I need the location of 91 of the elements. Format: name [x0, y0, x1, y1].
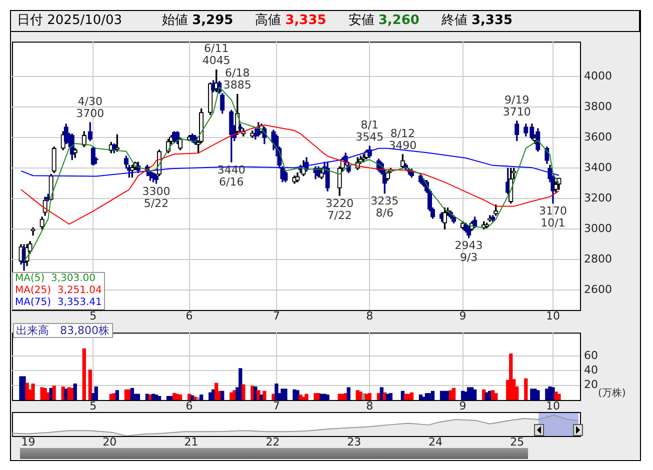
bar	[298, 394, 302, 400]
bar	[22, 376, 26, 400]
bar	[524, 378, 528, 400]
bar	[43, 388, 47, 400]
x-tick-label: 19	[21, 435, 36, 448]
annotation: 4/30 3700	[76, 94, 104, 120]
text: 高値 3,335	[255, 13, 326, 28]
x-tick-label: 10	[546, 309, 560, 322]
bar	[115, 390, 120, 400]
text: 安値 3,260	[348, 13, 420, 28]
bar	[242, 384, 246, 400]
x-tick-label: 10	[546, 399, 560, 412]
x-tick-label: 6	[186, 309, 193, 322]
x-tick-label: 23	[347, 435, 362, 448]
series-label: MA(5) 3,303.00	[15, 273, 97, 285]
annotation: 3300 5/22	[142, 184, 170, 210]
y-tick-label: 2800	[584, 252, 612, 266]
x-tick-label: 22	[266, 435, 280, 448]
bar	[284, 388, 288, 400]
y-tick-label: 2600	[584, 283, 612, 296]
annotation: 3440 6/16	[217, 163, 246, 188]
bar	[73, 384, 77, 400]
bar	[52, 386, 56, 400]
bar	[94, 386, 98, 400]
annotation: 8/12 3490	[388, 126, 417, 152]
bar	[410, 392, 414, 400]
x-tick-label: 24	[428, 435, 442, 448]
bar	[193, 396, 198, 400]
y-tick-label: 20	[584, 378, 598, 392]
bar	[296, 390, 300, 400]
text: 始値 3,295	[162, 13, 234, 28]
bar	[256, 390, 260, 400]
bar	[304, 394, 308, 400]
bar	[220, 390, 224, 400]
annotation: 3170 10/1	[538, 204, 567, 230]
bar	[82, 348, 86, 400]
y-tick-label: 3200	[584, 192, 612, 205]
bar	[136, 394, 140, 400]
bar	[472, 389, 477, 400]
annotation: 9/19 3710	[502, 93, 531, 118]
y-tick-label: 3400	[584, 161, 612, 174]
bar	[157, 396, 162, 400]
bar	[326, 394, 330, 400]
y-tick-label: 40	[584, 364, 598, 377]
x-tick-label: 9	[459, 399, 466, 412]
annotation: 8/1 3545	[356, 118, 384, 144]
x-tick-label: 20	[102, 435, 117, 448]
bar	[262, 390, 266, 400]
text: MA(75) 3,353.41	[15, 297, 102, 309]
y-tick-label: 3000	[584, 222, 612, 236]
bar	[557, 394, 561, 400]
x-tick-label: 6	[186, 399, 193, 412]
y-tick-label: 3600	[584, 130, 612, 144]
x-tick-label: 25	[510, 435, 524, 448]
x-tick-label: 7	[272, 309, 280, 322]
bar	[554, 392, 558, 400]
annotation: 6/11 4045	[202, 42, 230, 68]
bar	[25, 382, 29, 400]
y-tick-label: 3800	[584, 100, 612, 114]
bar	[88, 370, 92, 400]
x-tick-label: 7	[272, 399, 280, 412]
annotation: 3235 8/6	[370, 194, 399, 220]
bar	[494, 393, 498, 400]
bar	[346, 387, 350, 400]
x-tick-label: 8	[366, 309, 374, 322]
bar	[388, 393, 392, 400]
text: 終値 3,335	[441, 13, 513, 28]
bar	[551, 387, 555, 400]
y-tick-label: 60	[584, 348, 598, 362]
x-tick-label: 9	[459, 309, 466, 322]
x-tick-label: 5	[90, 309, 97, 322]
bar	[31, 384, 35, 400]
bar	[178, 394, 182, 400]
x-tick-label: 5	[90, 399, 97, 412]
chart-title: 出来高 83,800株	[13, 323, 112, 338]
bar	[368, 393, 372, 400]
bar	[274, 384, 278, 400]
x-tick-label: 21	[184, 435, 198, 448]
bar	[536, 390, 540, 400]
annotation: 3220 7/22	[326, 196, 354, 222]
bar	[430, 390, 435, 400]
bar	[200, 394, 204, 400]
bar	[452, 388, 456, 400]
chart-title: 日付 2025/10/03	[17, 13, 122, 28]
y-axis-title: (万株)	[598, 386, 626, 400]
y-tick-label: 4000	[584, 70, 612, 83]
x-tick-label: 8	[366, 399, 374, 412]
annotation: 2943 9/3	[454, 239, 483, 264]
bar	[338, 394, 342, 400]
annotation: 6/18 3885	[223, 66, 252, 92]
text: MA(25) 3,251.04	[15, 285, 102, 297]
